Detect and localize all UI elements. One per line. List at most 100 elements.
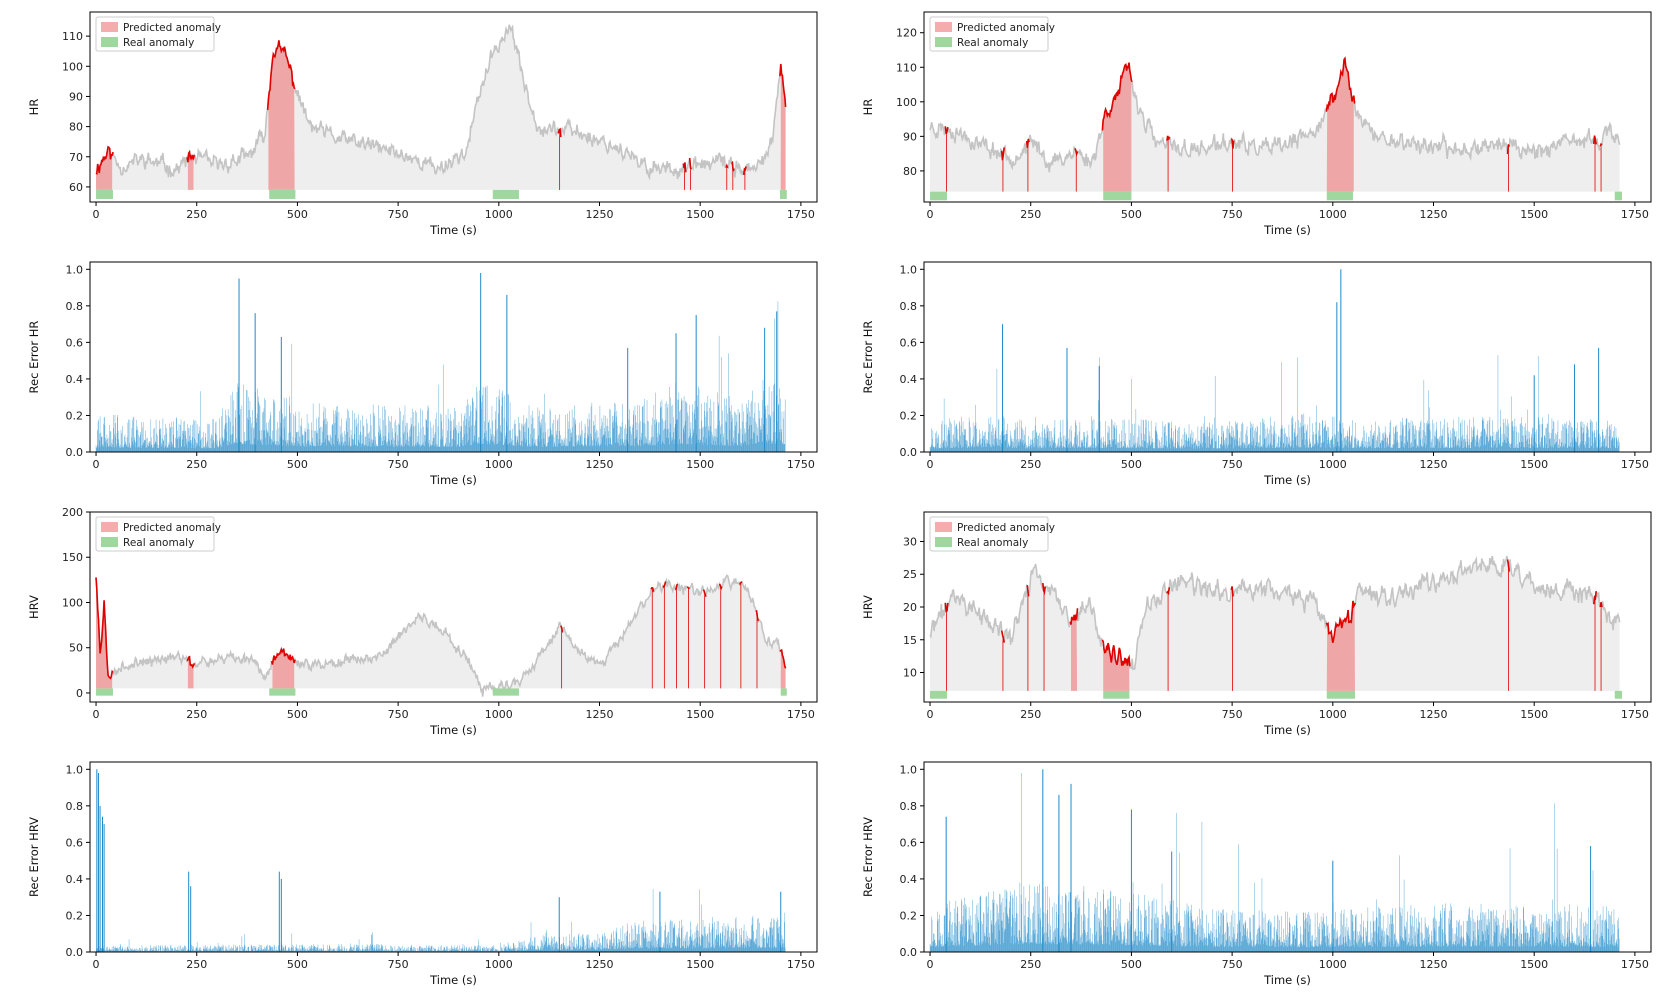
- y-axis-label: HR: [27, 99, 41, 116]
- predicted-anomaly-line: [739, 581, 743, 585]
- legend-label-predicted: Predicted anomaly: [957, 522, 1055, 534]
- x-tick-label: 1750: [787, 708, 815, 721]
- y-axis-label: Rec Error HR: [861, 321, 875, 394]
- rec-error-hrv-right-panel: 0 250 500 750 1000 1250 1500 1750 0.0 0.2 0.4 0.6 0.…: [861, 761, 1652, 987]
- x-tick-label: 1500: [1520, 958, 1548, 971]
- predicted-anomaly-line: [650, 586, 655, 592]
- error-bars: [929, 269, 1620, 452]
- predicted-anomaly-region: [96, 146, 113, 190]
- predicted-anomaly-line: [682, 162, 687, 173]
- x-tick-label: 1000: [485, 958, 513, 971]
- y-tick-label: 1.0: [66, 263, 84, 276]
- predicted-anomaly-line: [1599, 142, 1603, 147]
- y-tick-label: 90: [903, 130, 917, 143]
- hrv-right-panel: Predicted anomaly Real anomaly 0 250 500 750 1…: [861, 511, 1652, 737]
- predicted-anomaly-region: [1103, 62, 1132, 192]
- predicted-anomaly-line: [1166, 135, 1171, 141]
- y-tick-label: 80: [69, 121, 83, 134]
- predicted-anomaly-region: [187, 152, 194, 190]
- predicted-anomaly-line: [557, 127, 562, 138]
- signal-line: [929, 56, 1621, 173]
- x-tick-label: 750: [1222, 958, 1243, 971]
- x-axis-label: Time (s): [429, 473, 477, 487]
- predicted-anomaly-line: [686, 586, 690, 590]
- real-anomaly-band: [492, 189, 519, 199]
- x-tick-label: 750: [1222, 708, 1243, 721]
- legend-label-real: Real anomaly: [123, 37, 194, 49]
- x-tick-label: 1250: [1420, 958, 1448, 971]
- legend-swatch-predicted: [101, 22, 118, 32]
- y-tick-label: 0.0: [900, 446, 918, 459]
- plot-area: [929, 769, 1620, 952]
- predicted-anomaly-line: [1026, 584, 1030, 597]
- x-tick-label: 0: [93, 708, 100, 721]
- real-anomaly-band: [1614, 690, 1623, 699]
- x-tick-label: 250: [186, 958, 207, 971]
- plot-area: [95, 24, 787, 199]
- y-tick-label: 0.0: [900, 946, 918, 959]
- legend-swatch-predicted: [935, 522, 952, 532]
- predicted-anomaly-region: [1071, 614, 1078, 691]
- x-axis-label: Time (s): [1263, 223, 1311, 237]
- error-bars: [929, 769, 1620, 952]
- predicted-anomaly-region: [272, 648, 295, 689]
- legend: Predicted anomaly Real anomaly: [929, 516, 1055, 552]
- plot-area: [929, 555, 1623, 699]
- x-tick-label: 1250: [586, 958, 614, 971]
- hr-left-panel: Predicted anomaly Real anomaly 0 250 500 750 1…: [27, 11, 818, 237]
- x-tick-label: 0: [927, 458, 934, 471]
- x-axis-label: Time (s): [429, 973, 477, 987]
- x-tick-label: 1000: [1319, 208, 1347, 221]
- x-axis-label: Time (s): [1263, 473, 1311, 487]
- predicted-anomaly-line: [779, 648, 787, 669]
- x-tick-label: 1750: [787, 958, 815, 971]
- error-bar-series: [929, 773, 1620, 952]
- predicted-anomaly-line: [1506, 559, 1510, 572]
- x-tick-label: 1250: [586, 708, 614, 721]
- y-axis-label: HR: [861, 99, 875, 116]
- legend-frame: [929, 516, 1049, 552]
- y-tick-label: 110: [896, 61, 917, 74]
- x-tick-label: 1750: [1621, 458, 1649, 471]
- predicted-anomaly-line: [1166, 587, 1171, 596]
- x-axis-label: Time (s): [429, 723, 477, 737]
- signal-fill: [930, 58, 1620, 192]
- x-tick-label: 250: [186, 458, 207, 471]
- predicted-anomaly-line: [1074, 148, 1079, 158]
- hr-right-panel: Predicted anomaly Real anomaly 0 250 500 750 1…: [861, 11, 1652, 237]
- predicted-anomaly-line: [944, 126, 949, 135]
- y-tick-label: 0.4: [900, 373, 918, 386]
- axes-frame: [89, 511, 818, 703]
- legend-label-real: Real anomaly: [957, 537, 1028, 549]
- y-tick-label: 25: [903, 568, 917, 581]
- x-tick-label: 0: [93, 208, 100, 221]
- legend-swatch-predicted: [101, 522, 118, 532]
- predicted-anomaly-line: [1042, 583, 1046, 595]
- legend-frame: [929, 16, 1049, 52]
- x-tick-label: 250: [186, 708, 207, 721]
- legend-swatch-real: [101, 37, 118, 47]
- x-tick-label: 500: [1121, 458, 1142, 471]
- y-tick-label: 150: [62, 551, 83, 564]
- predicted-anomaly-line: [95, 145, 114, 175]
- predicted-anomaly-line: [662, 581, 667, 589]
- x-tick-label: 750: [1222, 208, 1243, 221]
- x-tick-label: 250: [1020, 458, 1041, 471]
- predicted-anomaly-line: [1593, 135, 1597, 145]
- rec-error-hr-left-panel: 0 250 500 750 1000 1250 1500 1750 0.0 0.2 0.4 0.6 0.…: [27, 261, 818, 487]
- x-tick-label: 1000: [485, 208, 513, 221]
- x-tick-label: 500: [287, 708, 308, 721]
- x-tick-label: 1750: [787, 208, 815, 221]
- real-anomaly-band: [930, 690, 947, 699]
- predicted-anomaly-line: [1000, 147, 1005, 161]
- x-tick-label: 750: [1222, 458, 1243, 471]
- legend-label-real: Real anomaly: [957, 37, 1028, 49]
- x-tick-label: 0: [927, 708, 934, 721]
- x-tick-label: 750: [388, 208, 409, 221]
- y-axis-label: HRV: [861, 595, 875, 619]
- x-tick-label: 1750: [1621, 708, 1649, 721]
- predicted-anomaly-line: [1593, 591, 1597, 605]
- y-tick-label: 0.8: [900, 800, 918, 813]
- legend-swatch-real: [101, 537, 118, 547]
